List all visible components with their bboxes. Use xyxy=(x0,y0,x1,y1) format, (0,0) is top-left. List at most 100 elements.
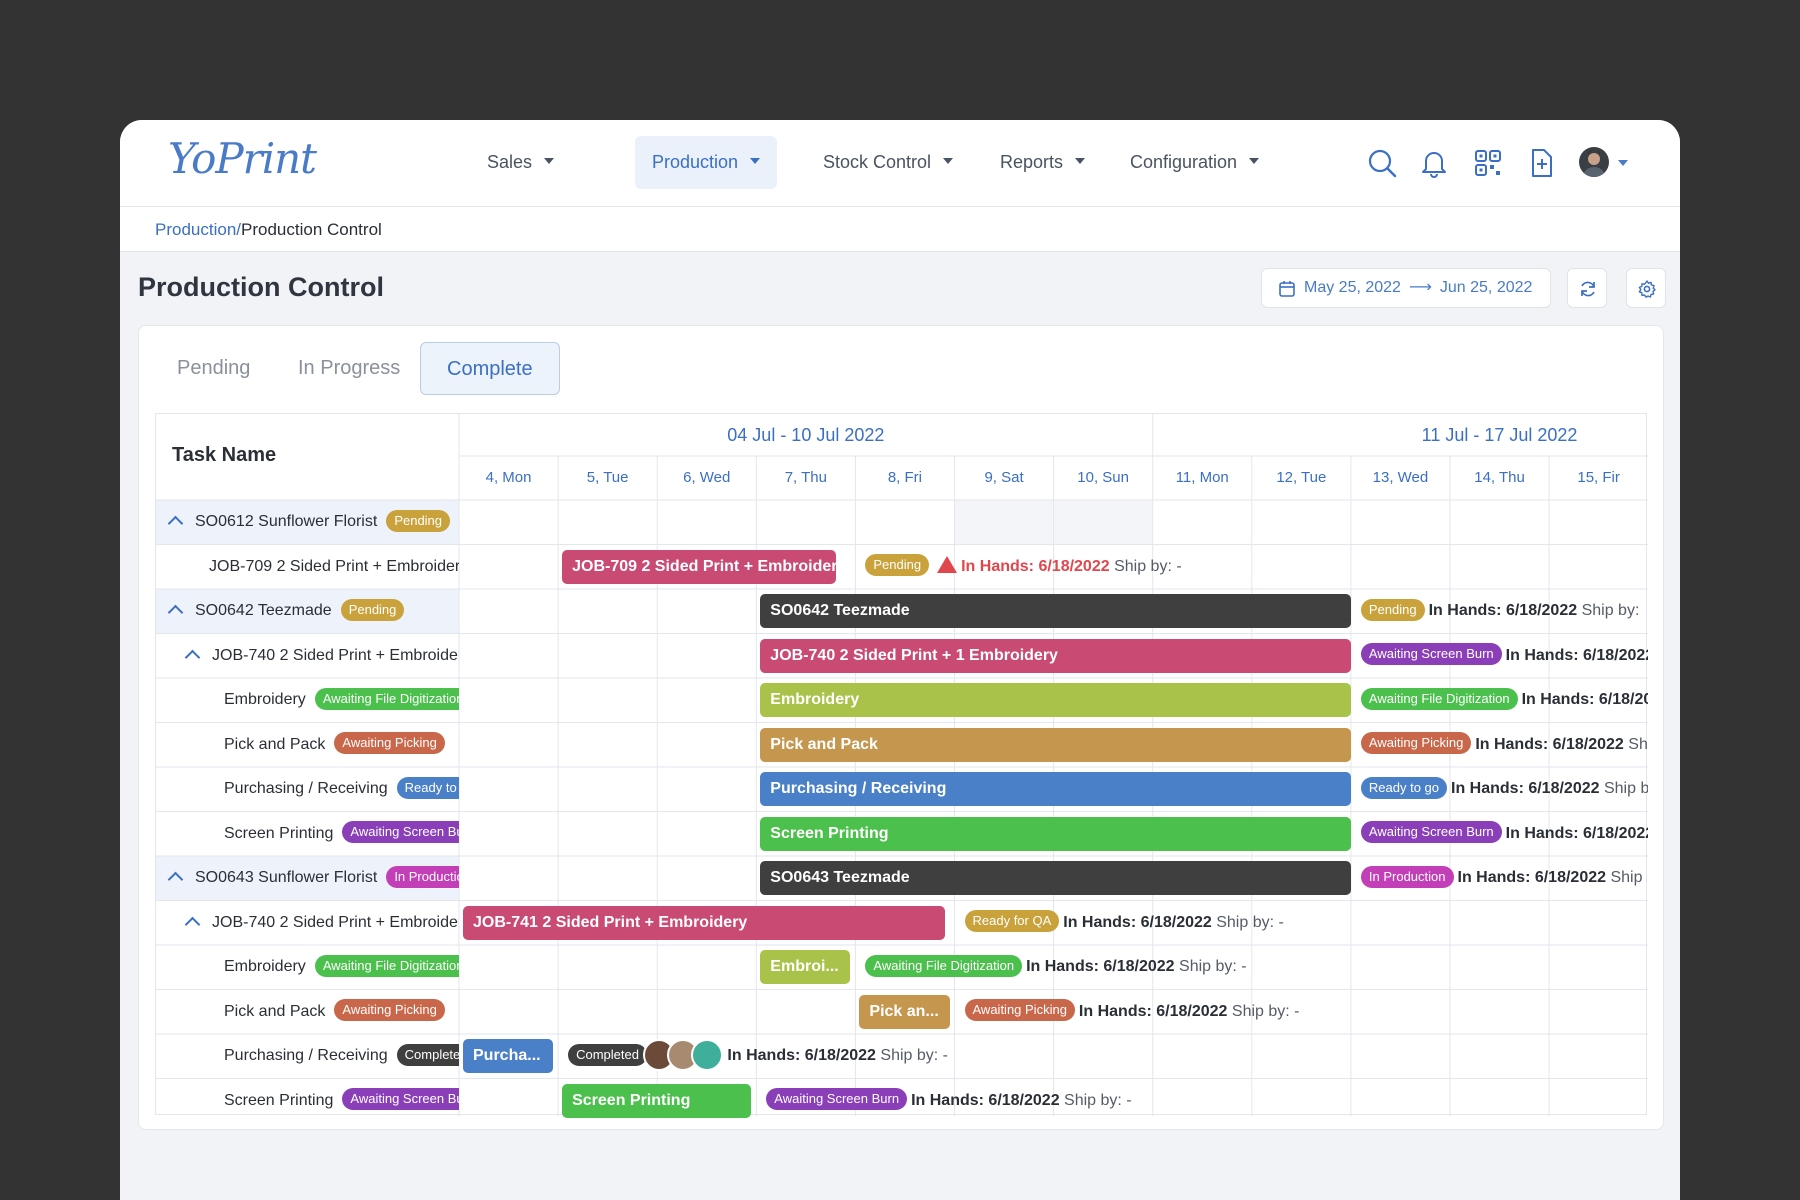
status-badge: Ready to go xyxy=(1360,776,1447,799)
task-name: Purchasing / Receiving xyxy=(224,1047,388,1064)
chevron-up-icon[interactable] xyxy=(184,649,201,665)
in-hands-date: In Hands: 6/18/2022 xyxy=(961,557,1110,575)
date-end: Jun 25, 2022 xyxy=(1439,279,1533,296)
settings-button[interactable] xyxy=(1626,268,1666,308)
chevron-up-icon[interactable] xyxy=(167,515,184,532)
task-name: Embroidery xyxy=(224,691,306,708)
status-badge: Awaiting Screen Burn xyxy=(342,821,459,844)
bar-info: Completed In Hands: 6/18/2022 Ship by: - xyxy=(568,1034,948,1078)
chevron-up-icon[interactable] xyxy=(184,916,201,932)
task-row[interactable]: Purchasing / Receiving Completed xyxy=(156,1034,459,1078)
gantt-bar[interactable]: SO0643 Teezmade xyxy=(760,861,1351,895)
task-row[interactable]: JOB-740 2 Sided Print + Embroidery xyxy=(156,901,459,945)
task-row[interactable]: SO0643 Sunflower Florist In Production xyxy=(156,856,459,900)
bar-info: Pending In Hands: 6/18/2022 Ship by: - xyxy=(865,545,1182,589)
yoprint-logo[interactable]: YoPrint xyxy=(168,134,317,183)
task-row[interactable]: Purchasing / Receiving Ready to go xyxy=(156,767,459,811)
caret-down-icon xyxy=(544,158,555,165)
nav-label: Reports xyxy=(1000,152,1064,172)
nav-production[interactable]: Production xyxy=(635,136,778,189)
task-row[interactable]: SO0612 Sunflower Florist Pending xyxy=(156,500,459,544)
gantt-bar[interactable]: Embroi... xyxy=(760,950,851,984)
status-badge: Awaiting File Digitization xyxy=(1360,687,1518,710)
task-name-header: Task Name xyxy=(172,444,277,466)
in-hands-date: In Hands: 6/18/2022 xyxy=(1026,958,1175,975)
status-badge: Completed xyxy=(568,1043,647,1066)
task-name: Purchasing / Receiving xyxy=(224,780,388,797)
gantt-bar[interactable]: Screen Printing xyxy=(562,1083,752,1118)
status-badge: Completed xyxy=(396,1043,459,1066)
task-row[interactable]: Screen Printing Awaiting Screen Burn xyxy=(156,812,459,856)
nav-sales[interactable]: Sales xyxy=(470,136,571,189)
caret-down-icon[interactable] xyxy=(1618,160,1628,166)
in-hands-date: In Hands: 6/18/2022 xyxy=(1078,1002,1228,1020)
gantt-bar[interactable]: SO0642 Teezmade xyxy=(760,594,1351,628)
search-icon[interactable] xyxy=(1365,146,1399,180)
nav-reports[interactable]: Reports xyxy=(983,136,1102,189)
tab-in-progress[interactable]: In Progress xyxy=(298,357,401,379)
user-avatar[interactable] xyxy=(1579,147,1609,177)
task-row[interactable]: JOB-740 2 Sided Print + Embroidery xyxy=(156,634,459,678)
calendar-icon xyxy=(1279,281,1295,297)
ship-by: Ship by: - xyxy=(1610,869,1648,886)
task-name: JOB-740 2 Sided Print + Embroidery xyxy=(212,646,459,664)
gantt-bar[interactable]: JOB-709 2 Sided Print + Embroidery xyxy=(562,549,836,584)
task-row[interactable]: Pick and Pack Awaiting Picking xyxy=(156,990,459,1034)
task-name: Screen Printing xyxy=(224,1091,334,1109)
task-row[interactable]: JOB-709 2 Sided Print + Embroidery xyxy=(156,545,459,589)
gantt-bar[interactable]: Purchasing / Receiving xyxy=(760,772,1351,806)
bar-info: Awaiting File Digitization In Hands: 6/18… xyxy=(865,945,1247,989)
ship-by: Ship by: - xyxy=(1603,780,1648,797)
in-hands-date: In Hands: 6/18/2022 xyxy=(1475,735,1624,753)
week-header: 04 Jul - 10 Jul 2022 xyxy=(727,425,885,445)
ship-by: Ship by: - xyxy=(880,1047,948,1064)
week-header: 11 Jul - 17 Jul 2022 xyxy=(1421,425,1578,445)
caret-down-icon xyxy=(1249,158,1260,165)
nav-configuration[interactable]: Configuration xyxy=(1113,136,1276,189)
status-badge: Awaiting Picking xyxy=(1360,732,1472,755)
task-name: JOB-740 2 Sided Print + Embroidery xyxy=(212,913,459,931)
gantt-bar[interactable]: Screen Printing xyxy=(760,816,1351,851)
task-name: Screen Printing xyxy=(224,824,334,842)
breadcrumb-current: Production Control xyxy=(241,220,382,239)
day-header: 9, Sat xyxy=(984,469,1024,486)
gantt-bar[interactable]: Pick an... xyxy=(859,994,950,1029)
date-range-picker[interactable]: May 25, 2022 ⟶ Jun 25, 2022 xyxy=(1261,268,1551,308)
bar-info: Awaiting Screen Burn In Hands: 6/18/2022 … xyxy=(1360,812,1648,856)
chevron-up-icon[interactable] xyxy=(167,871,184,888)
new-document-icon[interactable] xyxy=(1524,146,1558,180)
qr-code-icon[interactable] xyxy=(1471,146,1505,180)
ship-by: Ship by: - xyxy=(1179,958,1247,975)
task-row[interactable]: Embroidery Awaiting File Digitization xyxy=(156,678,459,722)
task-row[interactable]: Screen Printing Awaiting Screen Burn xyxy=(156,1079,459,1123)
task-row[interactable]: Pick and Pack Awaiting Picking xyxy=(156,723,459,767)
gantt-gridlines xyxy=(156,414,1648,1116)
nav-label: Configuration xyxy=(1130,152,1238,172)
gantt-bar[interactable]: Embroidery xyxy=(760,683,1351,717)
gantt-chart: Task Name 04 Jul - 10 Jul 2022 11 Jul - 1… xyxy=(155,413,1648,1118)
status-badge: Pending xyxy=(340,598,405,621)
refresh-button[interactable] xyxy=(1567,268,1607,308)
tab-pending[interactable]: Pending xyxy=(177,357,251,379)
task-name: JOB-709 2 Sided Print + Embroidery xyxy=(209,557,459,575)
status-badge: Pending xyxy=(865,554,930,577)
status-badge: Awaiting Screen Burn xyxy=(766,1088,908,1111)
tab-complete[interactable]: Complete xyxy=(420,342,560,395)
bell-icon[interactable] xyxy=(1417,146,1451,180)
task-row[interactable]: Embroidery Awaiting File Digitization xyxy=(156,945,459,989)
gantt-bar[interactable]: JOB-740 2 Sided Print + 1 Embroidery xyxy=(760,638,1351,673)
gantt-bar[interactable]: JOB-741 2 Sided Print + Embroidery xyxy=(463,905,945,940)
breadcrumb-production[interactable]: Production/ xyxy=(155,220,241,239)
in-hands-date: In Hands: 6/18/2022 xyxy=(911,1091,1060,1109)
in-hands-date: In Hands: 6/18/2022 xyxy=(1457,869,1607,886)
weekend-cell xyxy=(954,500,1054,545)
day-header: 10, Sun xyxy=(1077,469,1129,486)
gantt-bar[interactable]: Purcha... xyxy=(463,1039,554,1073)
arrow-right-icon: ⟶ xyxy=(1408,279,1432,296)
chevron-up-icon[interactable] xyxy=(167,604,184,621)
gantt-bar[interactable]: Pick and Pack xyxy=(760,727,1351,762)
task-row[interactable]: SO0642 Teezmade Pending xyxy=(156,589,459,633)
nav-stock-control[interactable]: Stock Control xyxy=(806,136,970,189)
